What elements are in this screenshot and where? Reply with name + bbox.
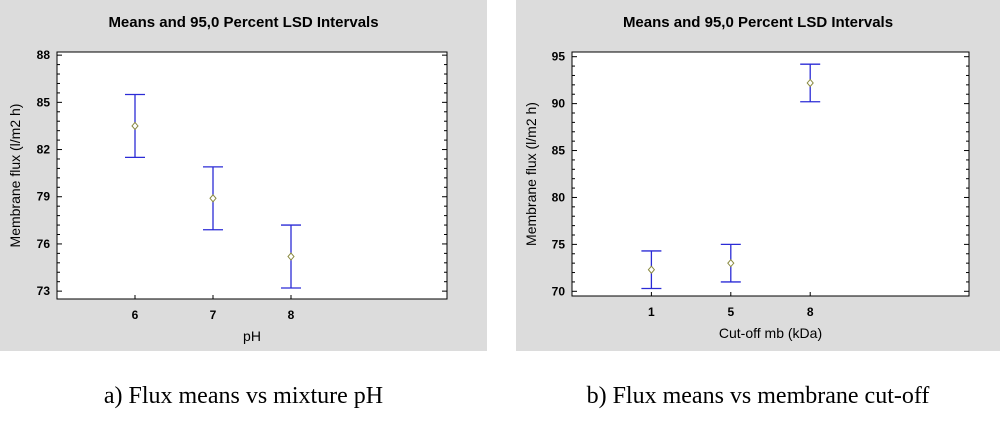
chart-panel-cutoff: Means and 95,0 Percent LSD Intervals 70 7… bbox=[516, 0, 1000, 351]
y-axis-title: Membrane flux (l/m2 h) bbox=[523, 102, 539, 246]
y-tick-label: 82 bbox=[37, 143, 51, 157]
mean-marker bbox=[647, 265, 656, 274]
mean-marker bbox=[287, 252, 295, 261]
mean-marker bbox=[209, 194, 217, 203]
x-axis-title: Cut-off mb (kDa) bbox=[719, 325, 822, 341]
caption-a: a) Flux means vs mixture pH bbox=[103, 383, 384, 409]
y-tick-label: 85 bbox=[37, 95, 51, 109]
y-tick-label: 76 bbox=[37, 237, 51, 251]
chart-ph-svg: 73 76 79 82 85 88 6 7 8 pH Membrane flux (l/m2 h) bbox=[7, 48, 448, 344]
y-tick-label: 79 bbox=[37, 190, 51, 204]
chart-title: Means and 95,0 Percent LSD Intervals bbox=[622, 14, 894, 31]
x-tick-label: 7 bbox=[210, 308, 217, 322]
y-tick-label: 73 bbox=[37, 284, 51, 298]
y-tick-label: 95 bbox=[552, 50, 566, 64]
mean-marker bbox=[727, 258, 735, 268]
chart-panel-ph: Means and 95,0 Percent LSD Intervals 73 7… bbox=[0, 0, 487, 351]
mean-marker bbox=[806, 78, 814, 88]
y-tick-label: 85 bbox=[552, 144, 566, 158]
plot-area bbox=[56, 51, 448, 300]
x-tick-label: 1 bbox=[648, 305, 655, 319]
x-tick-label: 6 bbox=[132, 308, 139, 322]
caption-b: b) Flux means vs membrane cut-off bbox=[586, 383, 930, 409]
mean-marker bbox=[131, 121, 139, 131]
x-tick-label: 5 bbox=[727, 305, 734, 319]
plot-area bbox=[571, 51, 970, 297]
chart-cutoff-svg: 70 75 80 85 90 95 1 5 8 Cut-off mb (kDa) Membrane … bbox=[523, 50, 970, 341]
y-axis-title: Membrane flux (l/m2 h) bbox=[7, 104, 23, 248]
x-tick-label: 8 bbox=[288, 308, 295, 322]
chart-title: Means and 95,0 Percent LSD Intervals bbox=[108, 14, 379, 31]
x-axis-title: pH bbox=[243, 328, 261, 344]
y-tick-label: 75 bbox=[552, 237, 566, 251]
y-tick-label: 88 bbox=[37, 48, 51, 62]
x-tick-label: 8 bbox=[807, 305, 814, 319]
y-tick-label: 80 bbox=[552, 190, 566, 204]
y-tick-label: 90 bbox=[552, 97, 566, 111]
y-tick-label: 70 bbox=[552, 284, 566, 298]
